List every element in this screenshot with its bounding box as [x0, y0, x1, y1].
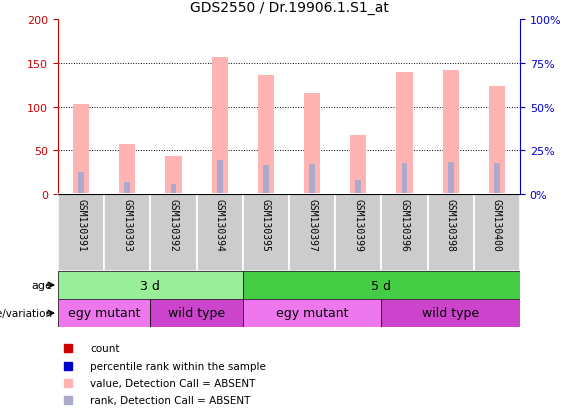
Text: wild type: wild type	[422, 307, 479, 320]
Bar	[309, 165, 315, 195]
Bar	[489, 86, 505, 195]
Text: GSM130398: GSM130398	[446, 198, 456, 251]
Text: wild type: wild type	[168, 307, 225, 320]
Text: genotype/variation: genotype/variation	[0, 308, 53, 318]
Bar	[104, 195, 150, 271]
Text: percentile rank within the sample: percentile rank within the sample	[90, 361, 266, 371]
Text: GSM130396: GSM130396	[399, 198, 410, 251]
Bar	[243, 271, 520, 299]
Bar	[355, 180, 361, 195]
Bar	[381, 195, 428, 271]
Title: GDS2550 / Dr.19906.1.S1_at: GDS2550 / Dr.19906.1.S1_at	[190, 1, 389, 15]
Bar	[381, 299, 520, 327]
Bar	[212, 57, 228, 195]
Bar	[243, 299, 381, 327]
Bar	[58, 271, 243, 299]
Bar	[58, 195, 104, 271]
Bar	[335, 195, 381, 271]
Bar	[217, 161, 223, 195]
Bar	[304, 93, 320, 195]
Bar	[119, 145, 136, 195]
Text: 5 d: 5 d	[371, 279, 392, 292]
Bar	[397, 73, 412, 195]
Text: count: count	[90, 343, 120, 354]
Bar	[124, 182, 130, 195]
Bar	[243, 195, 289, 271]
Bar	[402, 163, 407, 195]
Bar	[171, 185, 176, 195]
Bar	[263, 166, 269, 195]
Bar	[474, 195, 520, 271]
Text: age: age	[32, 280, 53, 290]
Bar	[442, 71, 459, 195]
Bar	[428, 195, 474, 271]
Bar	[350, 135, 366, 195]
Bar	[258, 76, 274, 195]
Text: egy mutant: egy mutant	[276, 307, 349, 320]
Text: GSM130394: GSM130394	[215, 198, 225, 251]
Bar	[448, 162, 454, 195]
Text: GSM130400: GSM130400	[492, 198, 502, 251]
Text: egy mutant: egy mutant	[68, 307, 141, 320]
Bar	[197, 195, 243, 271]
Bar	[494, 164, 499, 195]
Text: GSM130393: GSM130393	[122, 198, 132, 251]
Text: GSM130395: GSM130395	[261, 198, 271, 251]
Text: 3 d: 3 d	[141, 279, 160, 292]
Text: GSM130397: GSM130397	[307, 198, 317, 251]
Text: GSM130391: GSM130391	[76, 198, 86, 251]
Bar	[166, 157, 181, 195]
Bar	[73, 104, 89, 195]
Bar	[289, 195, 335, 271]
Text: value, Detection Call = ABSENT: value, Detection Call = ABSENT	[90, 378, 256, 388]
Text: rank, Detection Call = ABSENT: rank, Detection Call = ABSENT	[90, 395, 251, 406]
Bar	[150, 299, 243, 327]
Bar	[150, 195, 197, 271]
Bar	[58, 299, 150, 327]
Text: GSM130399: GSM130399	[353, 198, 363, 251]
Text: GSM130392: GSM130392	[168, 198, 179, 251]
Bar	[79, 173, 84, 195]
